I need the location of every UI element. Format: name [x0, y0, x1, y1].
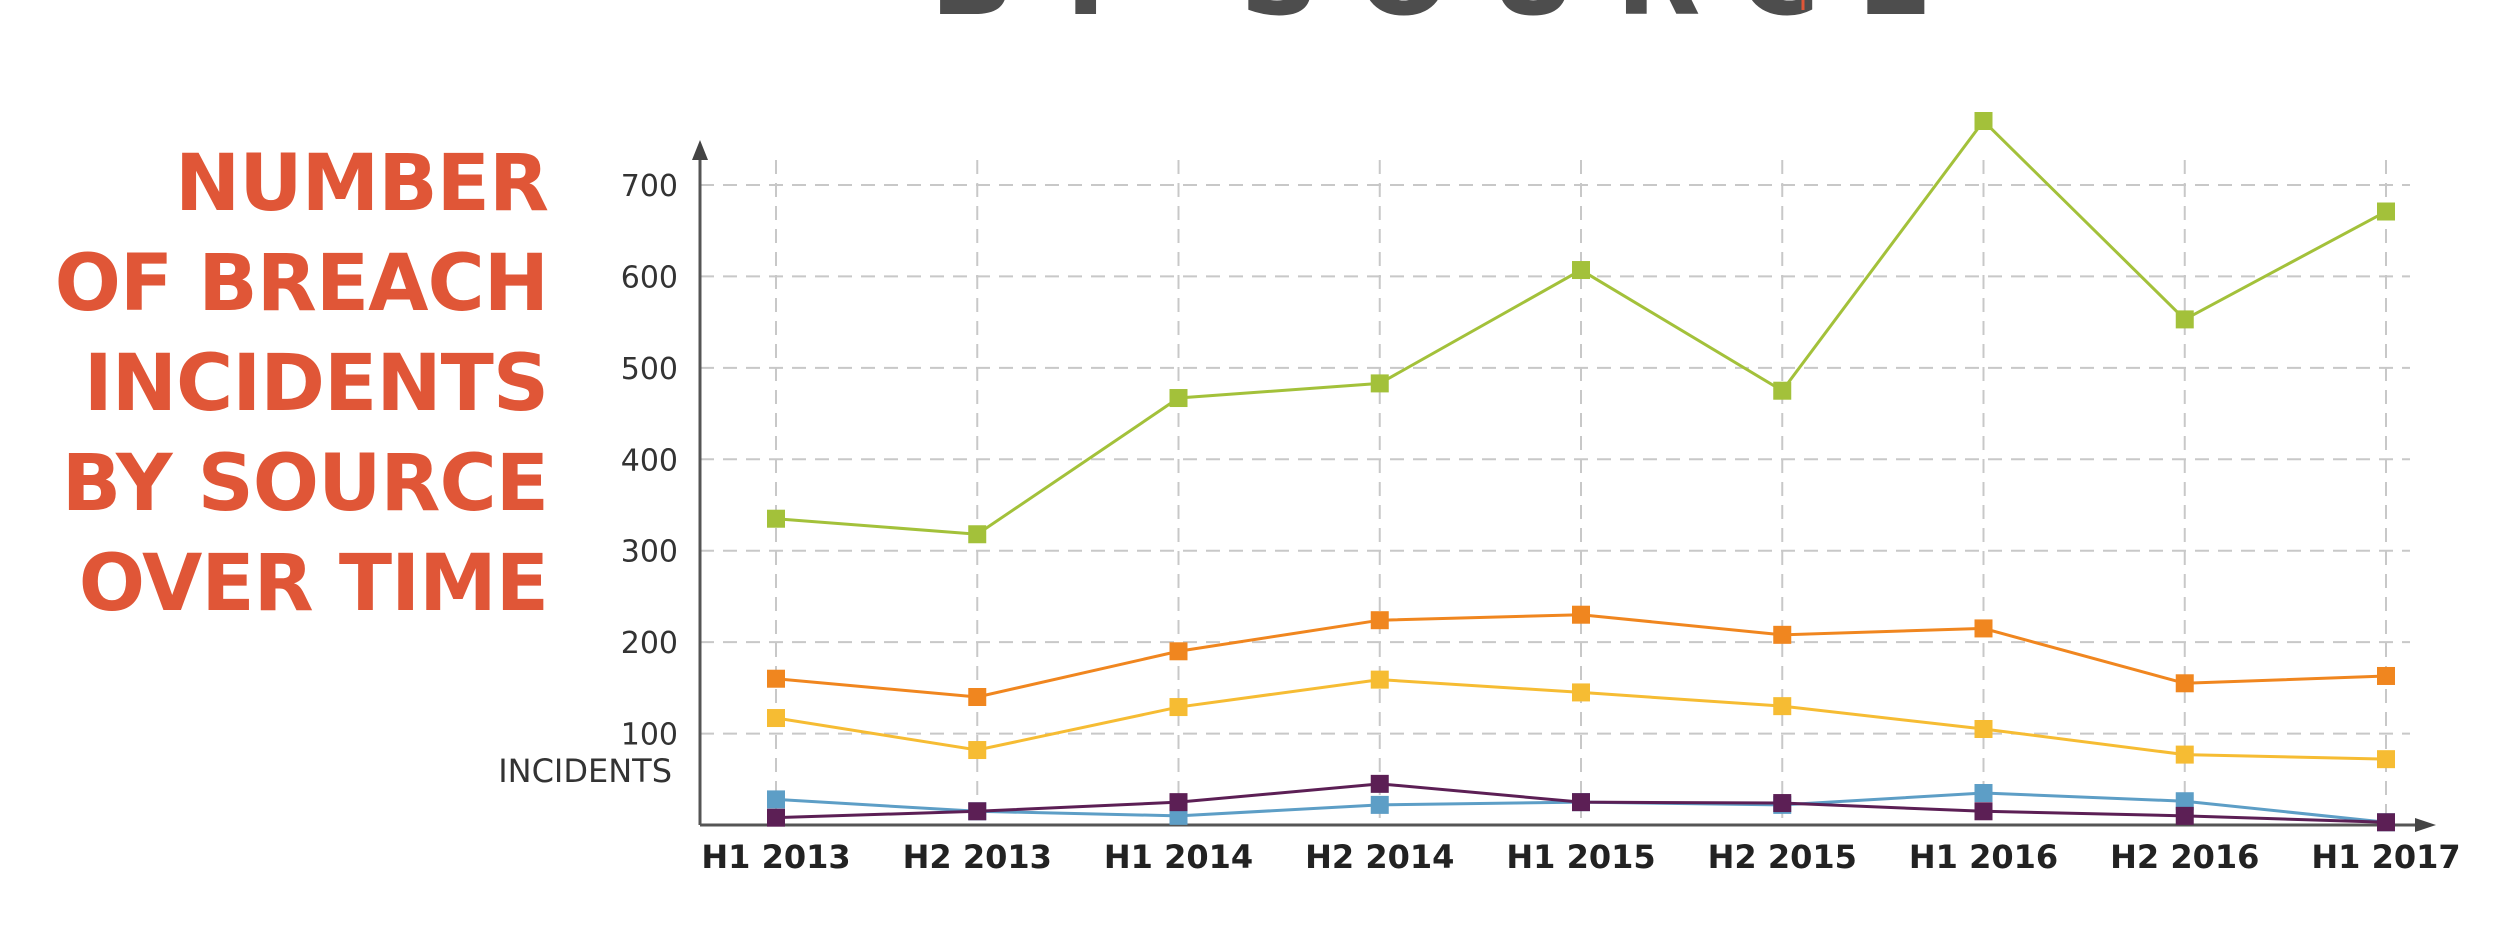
series-purple: [767, 774, 2395, 832]
chart-title: NUMBER OF BREACH INCIDENTS BY SOURCE OVE…: [55, 139, 549, 629]
data-point: [767, 808, 785, 827]
data-point: [1169, 806, 1188, 825]
data-point: [2377, 202, 2395, 221]
y-tick-label: 400: [621, 443, 678, 478]
series-yellow: [767, 670, 2395, 769]
grid: [700, 160, 2410, 825]
data-point: [2175, 806, 2194, 825]
y-tick-label: 700: [621, 169, 678, 204]
data-point: [968, 688, 987, 706]
title-line: NUMBER: [175, 139, 548, 229]
data-point: [2175, 745, 2194, 764]
data-point: [2175, 674, 2194, 693]
series-green: [767, 112, 2395, 544]
data-point: [1370, 670, 1389, 689]
data-point: [1974, 112, 1993, 130]
data-point: [1370, 795, 1389, 814]
data-point: [1572, 683, 1590, 702]
data-point: [968, 802, 987, 821]
x-tick-label: H1 2017: [2311, 838, 2460, 876]
data-point: [1773, 794, 1792, 813]
data-point: [2377, 813, 2395, 832]
data-point: [1974, 619, 1993, 638]
title-line: OVER TIME: [79, 539, 548, 629]
y-tick-label: 100: [621, 718, 678, 753]
data-point: [1974, 720, 1993, 738]
data-point: [968, 525, 987, 544]
data-point: [1169, 698, 1188, 717]
x-tick-label: H1 2016: [1909, 838, 2058, 876]
x-tick-label: H1 2014: [1104, 838, 1253, 876]
data-point: [1572, 793, 1590, 812]
data-point: [1974, 802, 1993, 821]
data-point: [1370, 611, 1389, 630]
data-point: [1773, 697, 1792, 716]
x-axis-arrow: [2415, 818, 2436, 832]
data-point: [1773, 381, 1792, 400]
header-fragment: BY SOURCE: [930, 0, 1970, 40]
data-point: [1572, 261, 1590, 280]
x-tick-label: H1 2015: [1506, 838, 1655, 876]
data-point: [2175, 792, 2194, 811]
y-tick-label: 300: [621, 535, 678, 570]
y-axis-label: INCIDENTS: [498, 752, 672, 790]
data-point: [968, 741, 987, 760]
y-tick-label: 500: [621, 352, 678, 387]
data-point: [2377, 666, 2395, 685]
data-point: [1370, 374, 1389, 393]
data-point: [1370, 774, 1389, 793]
title-line: INCIDENTS: [84, 339, 548, 429]
x-tick-label: H1 2013: [701, 838, 850, 876]
y-tick-label: 200: [621, 626, 678, 661]
data-point: [1169, 642, 1188, 661]
data-point: [767, 790, 785, 809]
data-point: [2175, 310, 2194, 329]
x-tick-label: H2 2013: [903, 838, 1052, 876]
data-point: [1572, 605, 1590, 624]
x-axis-ticks: H1 2013 H2 2013 H1 2014 H2 2014 H1 2015 H2 20…: [701, 838, 2460, 876]
series-orange: [767, 605, 2395, 706]
data-point: [1169, 389, 1188, 408]
title-line: OF BREACH: [55, 239, 548, 329]
data-point: [767, 669, 785, 688]
series-group: [767, 112, 2395, 832]
data-point: [2377, 750, 2395, 769]
x-tick-label: H2 2014: [1305, 838, 1454, 876]
data-point: [767, 509, 785, 528]
title-line: BY SOURCE: [62, 439, 548, 529]
y-axis-ticks: 100 200 300 400 500 600 700: [621, 169, 678, 753]
y-tick-label: 600: [621, 260, 678, 295]
data-point: [1169, 793, 1188, 812]
data-point: [767, 709, 785, 728]
y-axis-arrow: [692, 140, 708, 160]
x-tick-label: H2 2015: [1708, 838, 1857, 876]
axes: [692, 140, 2436, 832]
data-point: [1974, 784, 1993, 802]
x-tick-label: H2 2016: [2110, 838, 2259, 876]
data-point: [1773, 625, 1792, 644]
